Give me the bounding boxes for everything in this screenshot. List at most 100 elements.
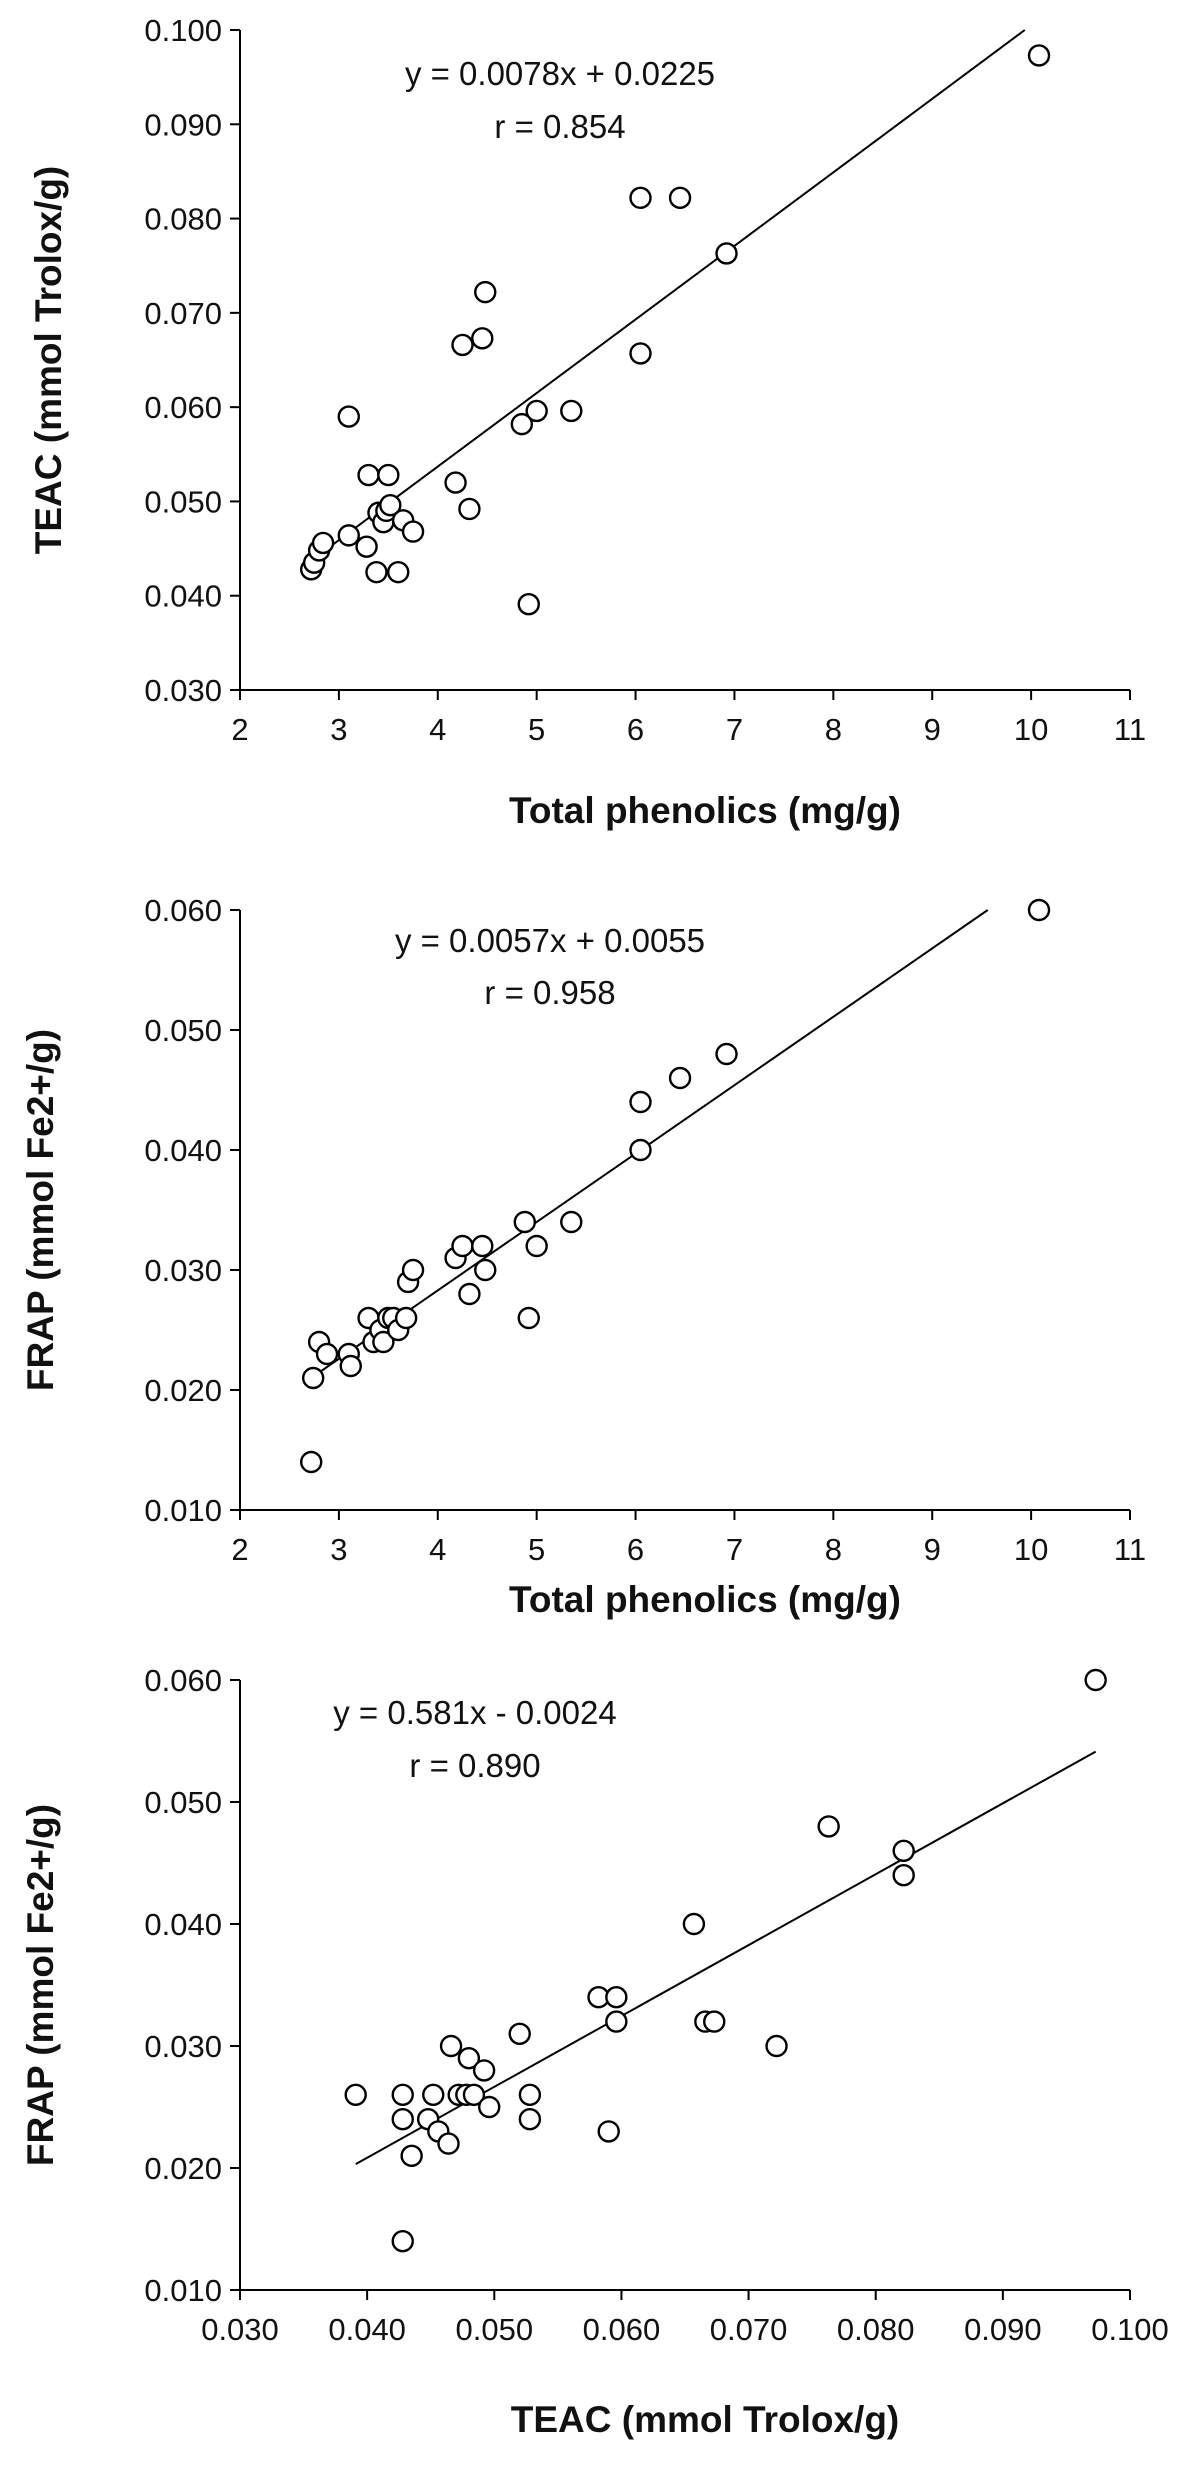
data-point	[629, 1138, 652, 1162]
x-tick-label: 9	[924, 712, 941, 747]
x-tick-label: 3	[330, 1532, 347, 1567]
y-tick-label: 0.100	[144, 13, 222, 48]
correlation-coefficient: r = 0.854	[494, 108, 625, 145]
data-point	[337, 405, 360, 428]
y-tick-label: 0.030	[144, 1253, 222, 1288]
x-tick-label: 4	[429, 1532, 446, 1567]
data-point	[315, 1342, 339, 1366]
regression-equation: y = 0.0078x + 0.0225	[405, 55, 715, 92]
data-point	[1084, 1668, 1107, 1692]
x-tick-label: 0.100	[1091, 2312, 1169, 2347]
data-point	[300, 1450, 323, 1474]
data-point	[517, 1306, 540, 1330]
y-tick-label: 0.040	[144, 1133, 222, 1168]
x-tick-label: 0.070	[710, 2312, 788, 2347]
correlation-coefficient: r = 0.890	[409, 1747, 540, 1784]
data-point	[451, 1234, 474, 1258]
data-point	[892, 1863, 915, 1887]
y-tick-label: 0.010	[144, 2273, 222, 2308]
x-tick-label: 0.090	[964, 2312, 1042, 2347]
y-tick-label: 0.030	[144, 2029, 222, 2064]
data-point	[451, 333, 474, 357]
data-point	[422, 2083, 445, 2107]
data-point	[605, 1985, 628, 2009]
data-point	[510, 412, 534, 436]
x-tick-label: 2	[231, 1532, 248, 1567]
x-tick-label: 8	[825, 1532, 842, 1567]
x-tick-label: 10	[1014, 712, 1048, 747]
data-point	[377, 463, 400, 487]
data-point	[391, 2107, 414, 2131]
x-tick-label: 3	[330, 712, 347, 747]
x-tick-label: 9	[924, 1532, 941, 1567]
x-tick-label: 0.050	[455, 2312, 533, 2347]
y-tick-label: 0.040	[144, 1907, 222, 1942]
data-point	[668, 1066, 692, 1090]
data-point	[462, 2083, 486, 2107]
y-tick-label: 0.060	[144, 893, 222, 928]
x-tick-label: 0.040	[328, 2312, 406, 2347]
y-tick-label: 0.080	[144, 202, 222, 237]
chart-teac-vs-total-phenolics: 0.030 0.040 0.050 0.060 0.070 0.080 0.090 0.100…	[28, 13, 1146, 831]
x-tick-label: 10	[1014, 1532, 1048, 1567]
data-point	[471, 327, 494, 350]
y-axis-title: FRAP (mmol Fe2+/g)	[20, 1029, 61, 1391]
data-point	[513, 1210, 536, 1234]
data-point	[605, 2010, 628, 2033]
y-tick-label: 0.060	[144, 390, 222, 425]
data-point	[715, 242, 738, 265]
data-point	[474, 280, 497, 304]
data-point	[401, 520, 425, 543]
y-axis-title: FRAP (mmol Fe2+/g)	[20, 1804, 61, 2166]
data-point	[357, 463, 380, 487]
data-point	[458, 1282, 481, 1306]
data-point	[365, 560, 388, 584]
data-point	[478, 2095, 501, 2119]
y-tick-label: 0.070	[144, 296, 222, 331]
data-point	[525, 1234, 548, 1258]
regression-equation: y = 0.0057x + 0.0055	[395, 922, 705, 959]
chart-frap-vs-teac: 0.010 0.020 0.030 0.040 0.050 0.060 0.030 0.040…	[20, 1663, 1169, 2440]
data-point	[472, 2059, 496, 2082]
data-point	[525, 399, 548, 423]
data-point	[892, 1839, 915, 1863]
x-tick-label: 6	[627, 1532, 644, 1567]
y-tick-label: 0.090	[144, 107, 222, 142]
y-axis-title: TEAC (mmol Trolox/g)	[28, 166, 69, 555]
data-point	[344, 2083, 367, 2107]
data-point	[517, 593, 540, 616]
data-point	[1027, 44, 1051, 67]
data-point	[337, 524, 360, 547]
x-tick-label: 7	[726, 1532, 743, 1567]
y-tick-label: 0.060	[144, 1663, 222, 1698]
x-axis-title: Total phenolics (mg/g)	[509, 790, 901, 831]
x-axis-title: Total phenolics (mg/g)	[509, 1579, 901, 1620]
y-tick-label: 0.020	[144, 1373, 222, 1408]
x-tick-label: 0.060	[583, 2312, 661, 2347]
y-tick-label: 0.040	[144, 579, 222, 614]
y-tick-label: 0.050	[144, 1013, 222, 1048]
data-point	[682, 1912, 706, 1936]
chart-frap-vs-total-phenolics: 0.010 0.020 0.030 0.040 0.050 0.060 2 3 4 5 6 7 8 9 10…	[20, 893, 1146, 1620]
y-tick-label: 0.010	[144, 1493, 222, 1528]
data-point	[301, 1366, 325, 1390]
regression-equation: y = 0.581x - 0.0024	[333, 1694, 616, 1731]
data-point	[444, 471, 467, 494]
x-tick-label: 11	[1114, 1532, 1146, 1567]
x-tick-label: 6	[627, 712, 644, 747]
x-tick-label: 7	[726, 712, 743, 747]
data-point	[437, 2132, 460, 2155]
data-point	[458, 497, 481, 521]
data-point	[355, 535, 378, 558]
x-axis-title: TEAC (mmol Trolox/g)	[511, 2399, 900, 2440]
x-tick-label: 2	[231, 712, 248, 747]
data-point	[439, 2034, 463, 2058]
y-tick-label: 0.020	[144, 2151, 222, 2186]
data-point	[379, 494, 402, 517]
y-tick-label: 0.050	[144, 484, 222, 519]
data-point	[391, 2083, 414, 2107]
data-point	[1027, 898, 1051, 922]
data-point	[715, 1042, 738, 1066]
x-tick-label: 0.030	[201, 2312, 279, 2347]
